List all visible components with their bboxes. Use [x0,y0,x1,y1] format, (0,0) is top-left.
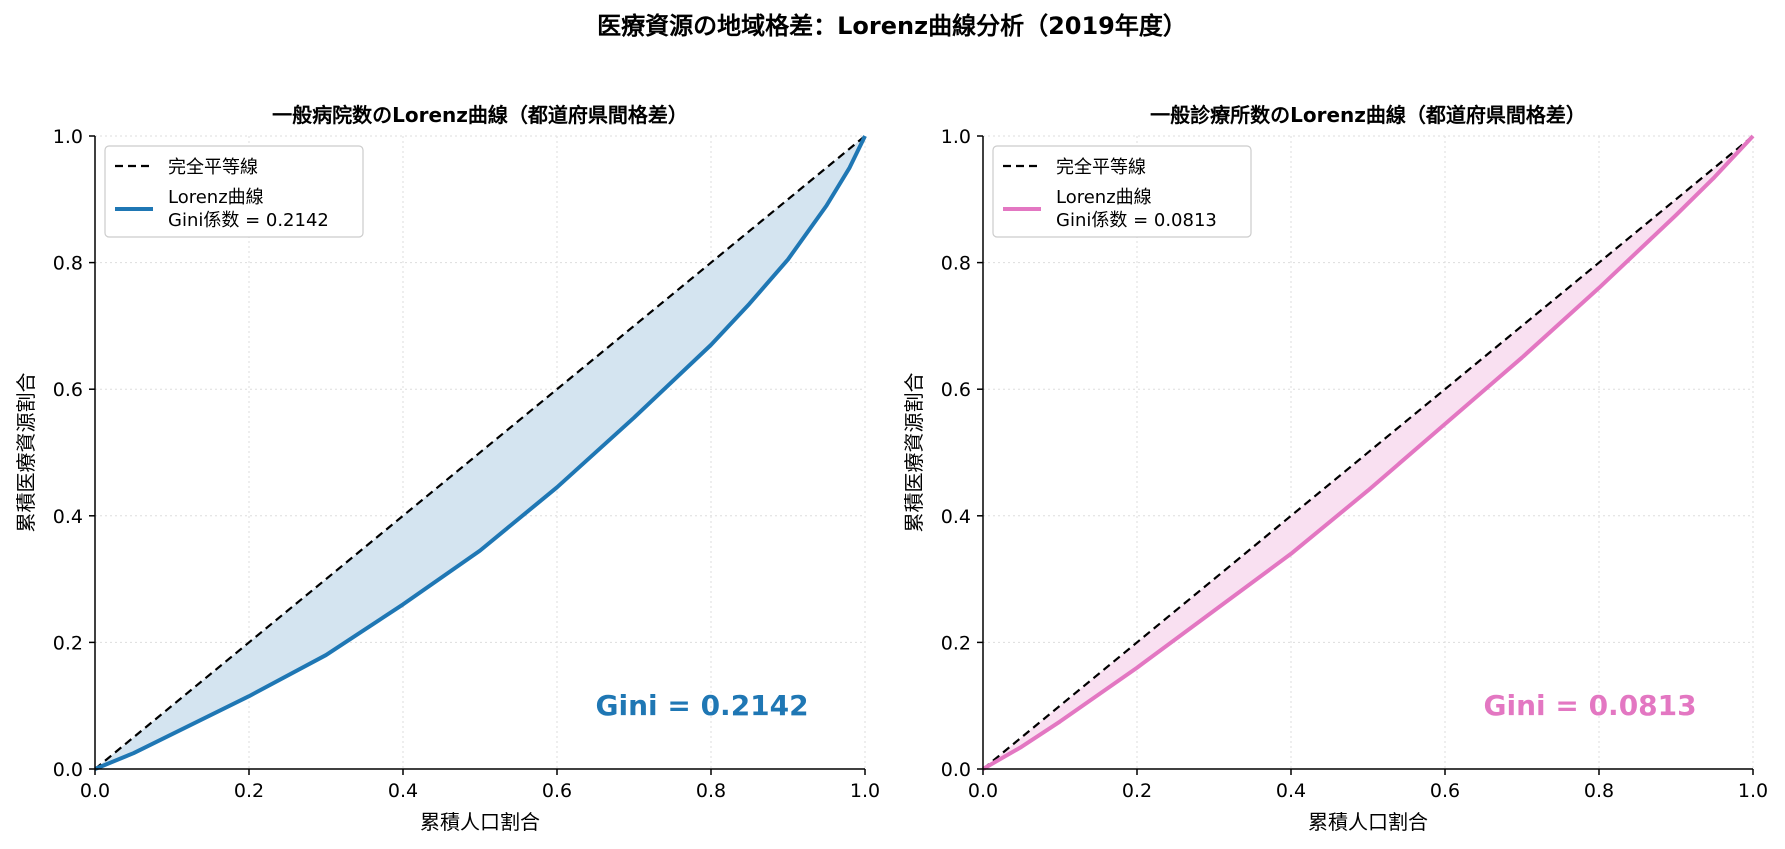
legend-label-line: Lorenz曲線 [168,187,264,208]
x-tick-label: 0.8 [696,780,726,802]
x-tick-label: 0.0 [80,780,110,802]
panel-title: 一般診療所数のLorenz曲線（都道府県間格差） [1150,103,1586,127]
legend-label-lorenz: Lorenz曲線 Gini係数 = 0.2142 [168,187,329,231]
x-tick-label: 0.6 [1430,780,1460,802]
x-tick-label: 1.0 [1738,780,1768,802]
y-tick-label: 0.4 [53,506,83,528]
x-tick-label: 0.8 [1584,780,1614,802]
y-tick-label: 1.0 [941,126,971,148]
x-tick-label: 0.4 [1276,780,1306,802]
y-tick-label: 0.0 [53,759,83,781]
x-axis-label: 累積人口割合 [1308,810,1428,834]
hospital-lorenz-panel: 一般病院数のLorenz曲線（都道府県間格差） 0.0 0.2 0.4 0.6 0.8 1.… [14,103,880,834]
y-tick-label: 0.8 [53,253,83,275]
clinic-lorenz-panel: 一般診療所数のLorenz曲線（都道府県間格差） 0.0 0.2 0.4 0.6 0.8 1… [902,103,1768,834]
x-tick-label: 0.6 [542,780,572,802]
legend: 完全平等線 Lorenz曲線 Gini係数 = 0.2142 [104,145,364,238]
legend-label-lorenz: Lorenz曲線 Gini係数 = 0.0813 [1056,187,1217,231]
legend-box [992,145,1252,238]
legend: 完全平等線 Lorenz曲線 Gini係数 = 0.0813 [992,145,1252,238]
y-tick-label: 0.4 [941,506,971,528]
lorenz-curve-line [94,135,867,771]
gini-annotation: Gini = 0.2142 [596,689,809,722]
gini-annotation: Gini = 0.0813 [1484,689,1697,722]
legend-label-equality: 完全平等線 [168,157,258,178]
x-tick-label: 0.0 [968,780,998,802]
legend-label-line: Gini係数 = 0.2142 [168,210,329,231]
panel-title: 一般病院数のLorenz曲線（都道府県間格差） [272,103,688,127]
y-tick-label: 0.0 [941,759,971,781]
y-axis-label: 累積医療資源割合 [902,373,926,533]
legend-label-equality: 完全平等線 [1056,157,1146,178]
x-tick-label: 0.2 [1122,780,1152,802]
y-axis-label: 累積医療資源割合 [14,373,38,533]
y-tick-label: 0.2 [53,632,83,654]
figure-suptitle: 医療資源の地域格差：Lorenz曲線分析（2019年度） [597,12,1187,40]
x-tick-label: 1.0 [850,780,880,802]
equality-line [94,135,866,770]
x-tick-label: 0.4 [388,780,418,802]
x-axis-label: 累積人口割合 [420,810,540,834]
legend-label-line: Gini係数 = 0.0813 [1056,210,1217,231]
legend-box [104,145,364,238]
y-tick-label: 0.6 [941,379,971,401]
equality-line [982,135,1754,770]
y-tick-label: 0.8 [941,253,971,275]
x-tick-label: 0.2 [234,780,264,802]
legend-label-line: Lorenz曲線 [1056,187,1152,208]
lorenz-curve-line [982,134,1755,771]
y-tick-label: 0.6 [53,379,83,401]
y-tick-label: 0.2 [941,632,971,654]
y-tick-label: 1.0 [53,126,83,148]
